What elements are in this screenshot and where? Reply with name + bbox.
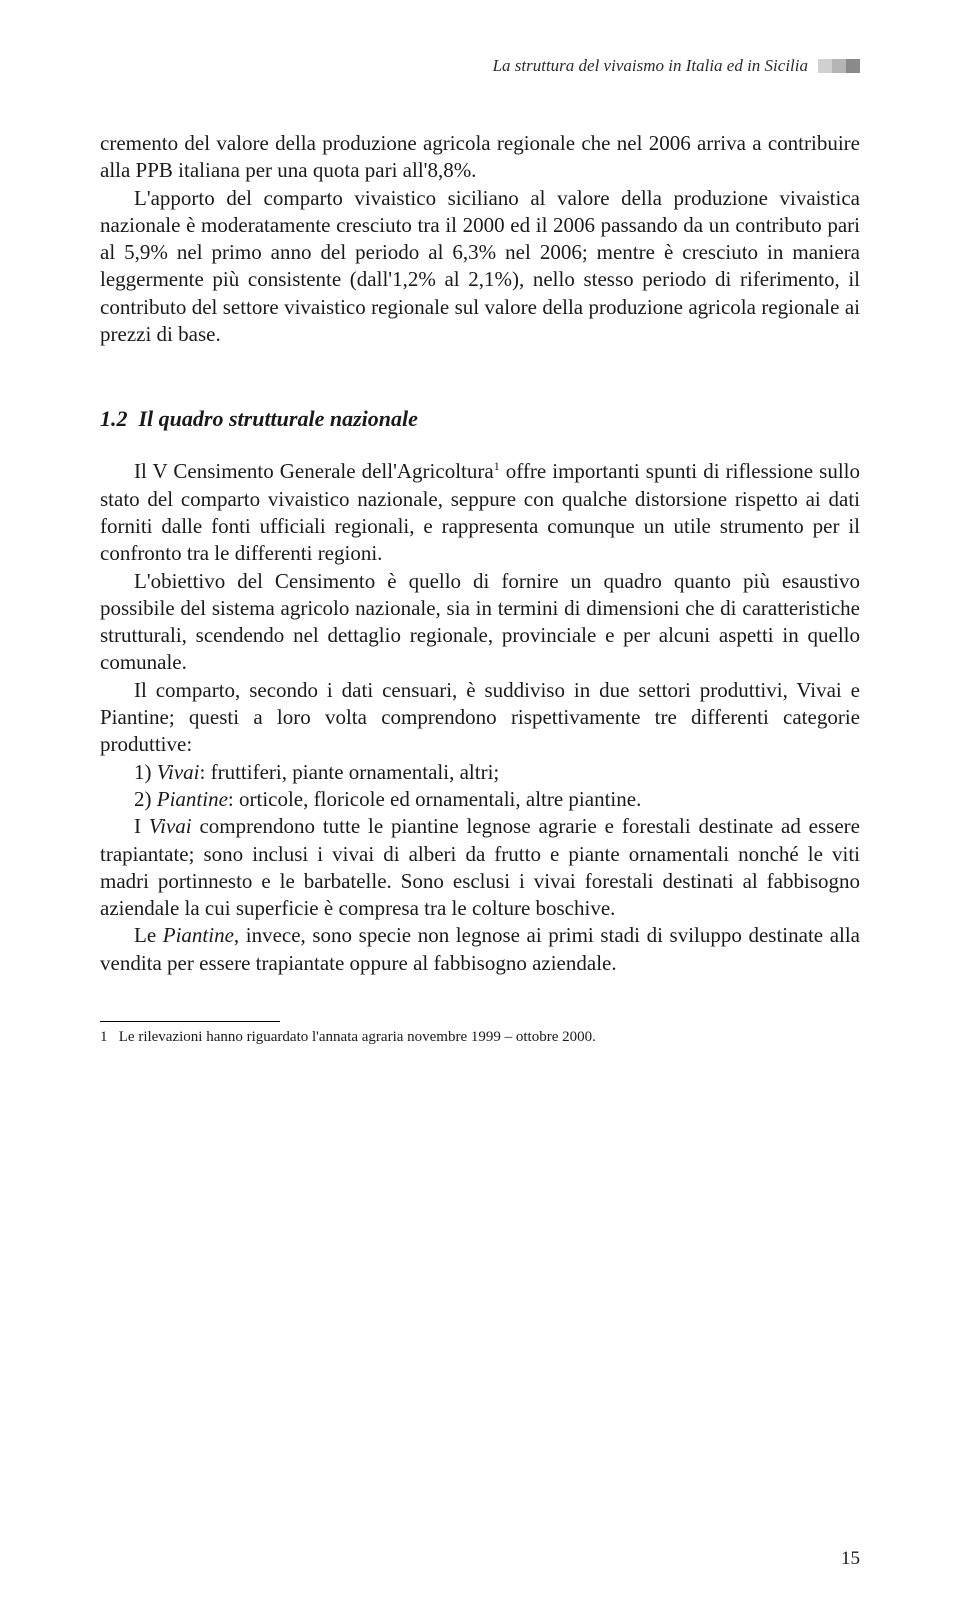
list-item: 1) Vivai: fruttiferi, piante ornamentali…	[100, 759, 860, 786]
footnote: 1 Le rilevazioni hanno riguardato l'anna…	[100, 1028, 860, 1048]
defined-term: Vivai	[149, 814, 192, 838]
page-number: 15	[841, 1548, 860, 1570]
defined-term: Piantine	[163, 923, 234, 947]
body-paragraph: Le Piantine, invece, sono specie non leg…	[100, 922, 860, 977]
ornament-block	[832, 59, 846, 73]
footnote-marker: 1	[100, 1029, 108, 1045]
body-paragraph: Il V Censimento Generale dell'Agricoltur…	[100, 458, 860, 567]
footnote-separator	[100, 1021, 280, 1022]
section-title-text: Il quadro strutturale nazionale	[139, 406, 418, 431]
list-term: Piantine	[157, 787, 228, 811]
footnote-text: Le rilevazioni hanno riguardato l'annata…	[119, 1029, 596, 1045]
running-title: La struttura del vivaismo in Italia ed i…	[493, 56, 808, 76]
ornament-block	[818, 59, 832, 73]
section-number: 1.2	[100, 406, 128, 431]
list-item: 2) Piantine: orticole, floricole ed orna…	[100, 786, 860, 813]
section-heading: 1.2 Il quadro strutturale nazionale	[100, 406, 860, 432]
list-term: Vivai	[157, 760, 200, 784]
header-ornament	[818, 59, 860, 73]
body-paragraph: L'obiettivo del Censimento è quello di f…	[100, 568, 860, 677]
body-paragraph: cremento del valore della produzione agr…	[100, 130, 860, 185]
ornament-block	[846, 59, 860, 73]
body-paragraph: L'apporto del comparto vivaistico sicili…	[100, 185, 860, 349]
running-header: La struttura del vivaismo in Italia ed i…	[100, 56, 860, 76]
body-paragraph: I Vivai comprendono tutte le piantine le…	[100, 813, 860, 922]
body-paragraph: Il comparto, secondo i dati censuari, è …	[100, 677, 860, 759]
